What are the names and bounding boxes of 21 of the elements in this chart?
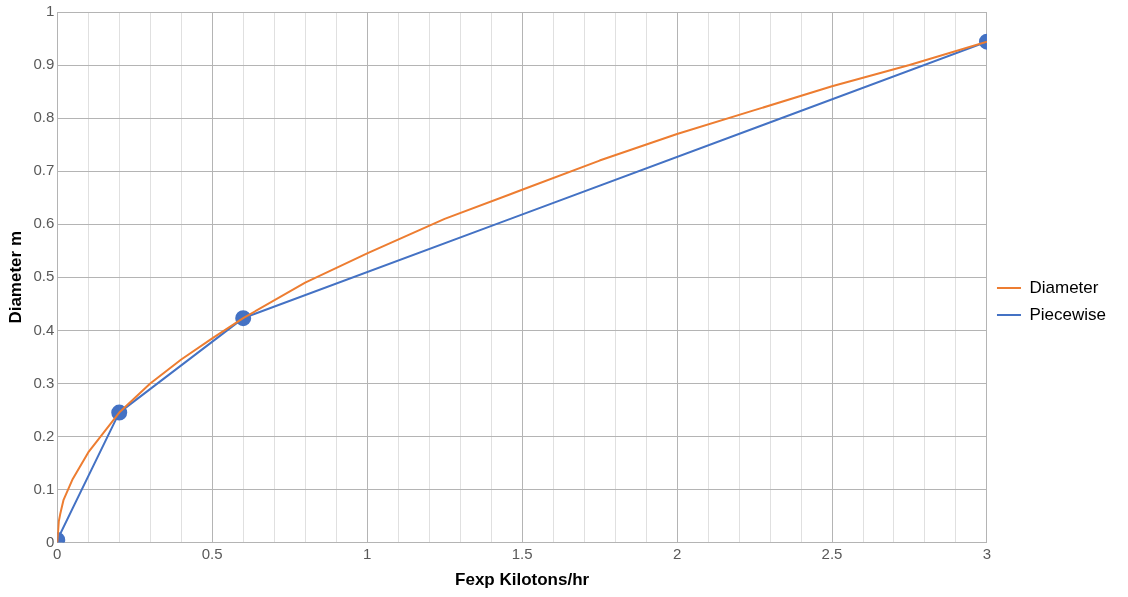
x-tick-label: 3: [982, 544, 992, 562]
x-tick-label: 1: [362, 544, 372, 562]
y-tick-label: 0.9: [33, 55, 55, 73]
y-tick-label: 0.5: [33, 267, 55, 285]
x-tick-label: 2: [672, 544, 682, 562]
y-tick-label: 0.7: [33, 161, 55, 179]
y-tick-label: 0.2: [33, 426, 55, 444]
y-tick-label: 0.3: [33, 373, 55, 391]
legend-label: Piecewise: [1029, 304, 1107, 324]
y-tick-label: 0: [45, 532, 55, 550]
x-tick-label: 0.5: [201, 544, 223, 562]
y-axis-title: Diameter m: [5, 231, 25, 324]
legend-label: Diameter: [1029, 277, 1099, 297]
x-tick-label: 2.5: [821, 544, 843, 562]
y-tick-label: 0.6: [33, 214, 55, 232]
x-tick-label: 1.5: [511, 544, 533, 562]
x-axis-title: Fexp Kilotons/hr: [455, 570, 590, 590]
y-tick-label: 0.4: [33, 320, 55, 338]
y-tick-label: 0.8: [33, 108, 55, 126]
y-tick-label: 1: [45, 2, 55, 20]
y-tick-label: 0.1: [33, 479, 55, 497]
